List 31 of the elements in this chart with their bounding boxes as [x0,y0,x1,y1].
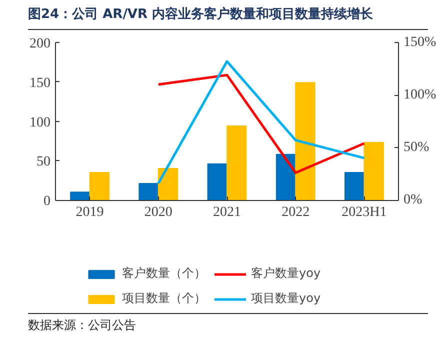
x-tick-label: 2023H1 [342,205,387,220]
bar [295,82,316,201]
chart-title: 图24：公司 AR/VR 内容业务客户数量和项目数量持续增长 [28,6,374,24]
y2-tick-label: 100% [404,88,436,103]
bar [226,126,247,201]
y2-tick-label: 150% [404,35,436,50]
y-tick-label: 150 [30,76,50,91]
bar [70,192,90,201]
legend-label: 项目数量yoy [251,290,321,307]
y-tick-label: 200 [30,36,50,52]
legend-label: 客户数量（个） [122,265,206,282]
y2-tick-label: 0% [404,192,422,208]
x-tick-label: 2022 [282,205,310,220]
x-tick-label: 2019 [76,205,104,220]
bar [89,172,110,201]
y-tick-label: 50 [36,154,50,170]
y-tick-label: 100 [30,115,50,130]
bar [364,142,384,201]
y-tick-label: 0 [44,194,50,210]
line-series [157,60,366,184]
source-note: 数据来源：公司公告 [28,317,136,334]
x-tick-label: 2021 [213,205,241,220]
bar [344,172,365,201]
bar [138,183,159,201]
legend-label: 项目数量（个） [122,290,206,307]
y2-tick-label: 50% [404,140,430,156]
x-tick-label: 2020 [144,205,172,220]
bar [207,163,228,201]
line-series [157,74,366,174]
bar [158,168,178,201]
legend-label: 客户数量yoy [251,265,321,282]
